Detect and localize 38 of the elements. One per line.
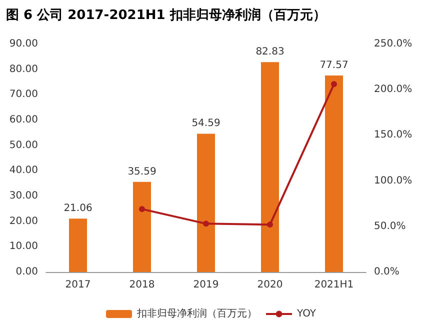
y-tick-label: 40.00 (9, 165, 38, 176)
x-tick-label: 2018 (129, 280, 155, 290)
x-tick-label: 2020 (257, 280, 283, 290)
y2-tick-label: 0.0% (374, 266, 400, 278)
y-tick-label: 80.00 (9, 64, 38, 75)
bar (197, 134, 215, 272)
y-tick-label: 50.00 (9, 140, 38, 151)
data-label: 77.57 (320, 60, 348, 71)
y2-tick-label: 50.0% (374, 220, 406, 232)
y2-tick-label: 150.0% (374, 130, 412, 141)
bar (325, 75, 343, 272)
point (203, 220, 209, 227)
data-label: 35.59 (128, 166, 156, 178)
y-tick-label: 20.00 (9, 216, 38, 227)
x-tick-label: 2019 (193, 280, 219, 290)
chart-title: 图 6 公司 2017-2021H1 扣非归母净利润（百万元） (5, 6, 327, 25)
y-tick-label: 70.00 (9, 89, 38, 100)
legend-label: 扣非归母净利润（百万元） (136, 308, 258, 320)
point (267, 222, 273, 228)
x-tick-label: 2017 (65, 280, 91, 290)
x-tick-label: 2021H1 (314, 280, 354, 290)
data-label: 54.59 (192, 118, 220, 130)
y-tick-label: 30.00 (9, 190, 38, 202)
y-tick-label: 10.00 (9, 241, 38, 252)
y2-tick-label: 100.0% (374, 175, 412, 186)
y2-tick-label: 250.0% (374, 38, 412, 50)
y-tick-label: 60.00 (9, 114, 38, 126)
y2-tick-label: 200.0% (374, 84, 412, 96)
bar (261, 62, 279, 272)
legend-label: YOY (296, 308, 317, 320)
bar (133, 182, 151, 272)
bar (69, 218, 87, 272)
point (139, 206, 145, 212)
point (331, 81, 337, 88)
y-tick-label: 90.00 (9, 38, 38, 50)
data-label: 82.83 (256, 46, 284, 58)
y-tick-label: 0.00 (16, 266, 38, 278)
data-label: 21.06 (64, 203, 92, 214)
